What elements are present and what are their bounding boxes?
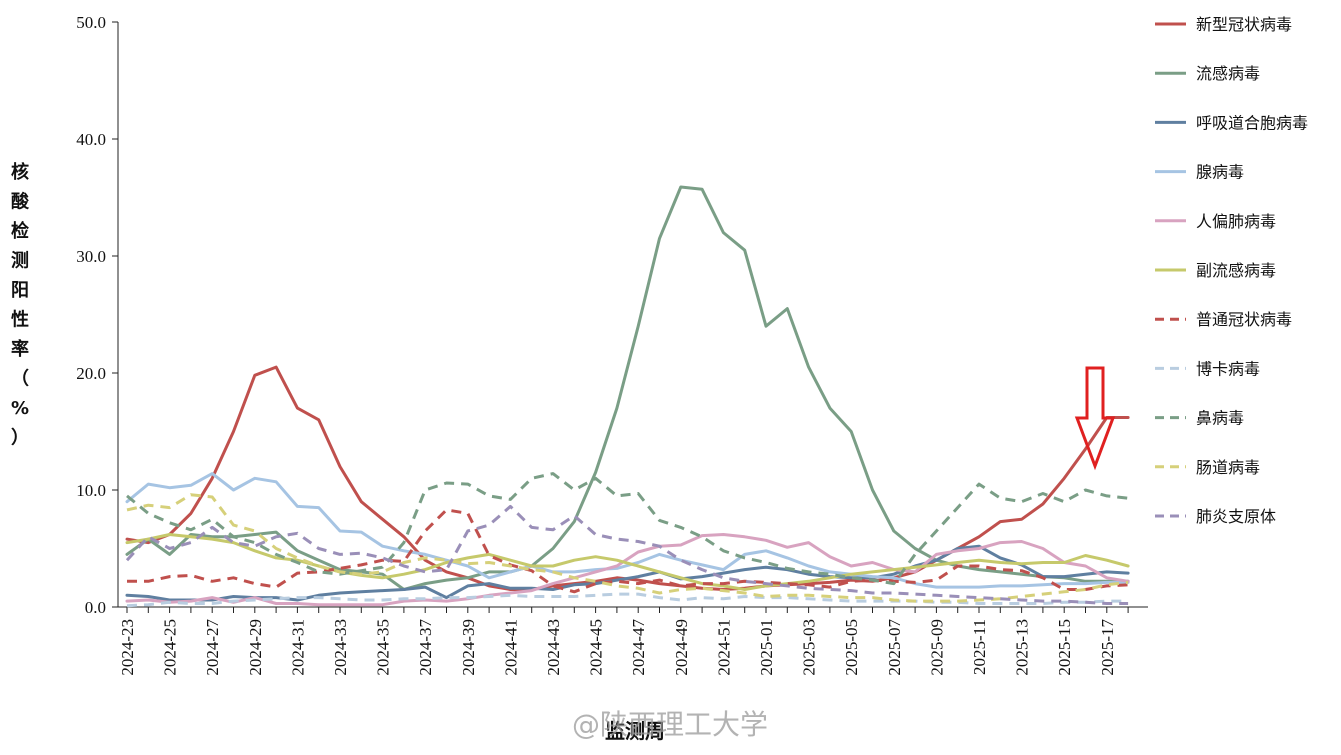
annotation-arrow [1074,366,1116,471]
x-tick-label: 2025-07 [885,619,904,676]
x-tick-label: 2024-39 [459,619,478,676]
series-line-9 [126,493,1129,603]
x-tick-label: 2024-33 [331,619,350,676]
x-tick-label: 2025-15 [1055,619,1074,676]
x-tick-label: 2024-29 [246,619,265,676]
legend-label: 副流感病毒 [1196,261,1276,280]
y-axis-title-char: （ [11,369,29,390]
x-tick-label: 2024-51 [714,619,733,676]
y-axis-title-char: % [11,398,29,419]
y-tick-label: 20.0 [76,364,106,383]
x-axis: 2024-23 2024-25 2024-27 2024-29 2024-31 2024-… [118,606,1148,676]
x-tick-label: 2024-49 [672,619,691,676]
y-axis-title-char: 测 [11,250,29,272]
series-line-8 [126,472,1129,586]
y-tick-label: 50.0 [76,13,106,32]
legend-label: 呼吸道合胞病毒 [1196,113,1308,132]
y-tick-label: 0.0 [85,598,106,617]
y-tick-label: 10.0 [76,481,106,500]
x-tick-label: 2024-43 [544,619,563,676]
x-tick-label: 2024-25 [161,619,180,676]
legend-label: 鼻病毒 [1196,409,1244,428]
x-tick-label: 2025-11 [970,619,989,675]
y-axis-title-char: 性 [11,309,29,331]
series-line-4 [125,533,1130,607]
red-down-arrow-icon [1074,366,1116,471]
legend-label: 新型冠状病毒 [1196,15,1292,34]
x-tick-label: 2025-01 [757,619,776,676]
series-line-6 [127,508,1129,594]
y-tick-label: 40.0 [76,130,106,149]
legend: 新型冠状病毒流感病毒呼吸道合胞病毒腺病毒人偏肺病毒副流感病毒普通冠状病毒博卡病毒… [1155,15,1308,526]
legend-label: 肠道病毒 [1196,458,1260,477]
series-line-10 [125,504,1129,605]
legend-label: 博卡病毒 [1196,359,1260,378]
y-axis-title-char: 率 [11,338,29,360]
legend-label: 肺炎支原体 [1196,507,1276,526]
y-tick-label: 30.0 [76,247,106,266]
y-axis-title-char: 检 [11,220,29,242]
x-tick-label: 2025-03 [800,619,819,676]
y-axis-title-char: ） [11,428,29,449]
series-line-1 [125,185,1130,591]
series-line-3 [125,472,1130,589]
x-tick-label: 2025-05 [842,619,861,676]
x-tick-label: 2025-17 [1098,619,1117,676]
y-axis-title-char: 阳 [11,280,29,301]
x-tick-label: 2025-09 [927,619,946,676]
legend-label: 腺病毒 [1196,163,1244,182]
series-line-7 [126,592,1129,608]
x-tick-label: 2024-45 [587,619,606,676]
x-axis-title: 监测周 [605,719,665,743]
series-lines [125,185,1130,608]
x-tick-label: 2024-23 [118,619,137,676]
series-line-2 [125,544,1130,602]
watermark: @陕西理工大学 [572,708,768,741]
y-axis-title-char: 酸 [11,191,30,213]
x-tick-label: 2024-47 [629,619,648,676]
x-tick-label: 2024-35 [374,619,393,676]
y-axis-title-char: 核 [11,161,29,183]
x-tick-label: 2024-31 [288,619,307,676]
x-tick-label: 2024-41 [501,619,520,676]
legend-label: 人偏肺病毒 [1196,212,1276,231]
legend-label: 流感病毒 [1196,64,1260,83]
legend-label: 普通冠状病毒 [1196,310,1292,329]
x-tick-label: 2024-27 [203,619,222,676]
y-axis: 0.0 10.0 20.0 30.0 40.0 50.0 [76,13,119,617]
x-tick-label: 2025-13 [1013,619,1032,676]
x-tick-label: 2024-37 [416,619,435,676]
